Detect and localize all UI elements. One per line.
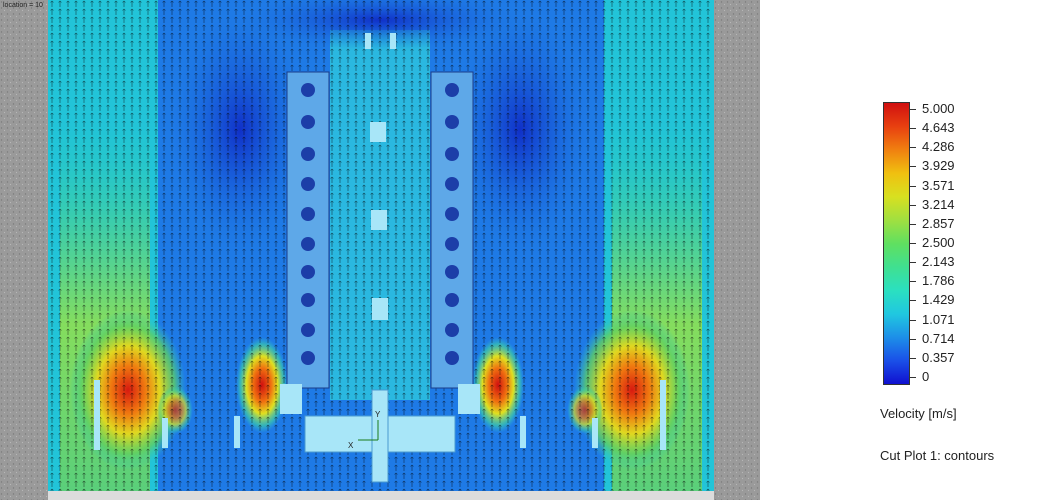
bottom-structure	[304, 389, 456, 483]
velocity-contour-field	[48, 0, 714, 492]
location-text: location = 10	[3, 2, 43, 9]
colorbar-tick-label: 0.357	[922, 349, 955, 365]
colorbar-tick-label: 3.214	[922, 196, 955, 212]
colorbar-tick-label: 3.929	[922, 158, 955, 174]
colorbar-tick-label: 2.857	[922, 215, 955, 231]
colorbar-tick-mark	[910, 262, 916, 264]
colorbar-tick-label: 1.071	[922, 311, 955, 327]
colorbar-tick-mark	[910, 185, 916, 187]
colorbar-tick-label: 2.500	[922, 235, 955, 250]
colorbar-tick-label: 1.429	[922, 292, 955, 308]
left-rack	[280, 71, 330, 414]
colorbar-tick-mark	[910, 128, 916, 130]
velocity-legend: 5.000 4.643 4.286 3.929 3.571 3.214 2.857 2.500…	[880, 100, 1050, 470]
colorbar-tick-mark	[910, 319, 916, 321]
cfd-viewport[interactable]: X Y location = 10	[0, 0, 760, 500]
left-wall	[0, 0, 48, 500]
colorbar-tick-label: 0.714	[922, 330, 955, 346]
colorbar-tick-label: 3.571	[922, 177, 955, 193]
colorbar-tick-mark	[910, 338, 916, 340]
baffles	[94, 380, 666, 450]
cut-plot-label: Cut Plot 1: contours	[880, 448, 995, 463]
colorbar-tick-mark	[910, 377, 916, 378]
colorbar-tick-label: 2.143	[922, 254, 955, 270]
axis-triad	[358, 420, 379, 441]
colorbar-tick-mark	[910, 243, 916, 244]
axis-y-label: Y	[375, 410, 381, 419]
floor	[48, 491, 714, 500]
right-rack	[430, 71, 480, 414]
colorbar-tick-mark	[910, 281, 916, 283]
colorbar-tick-mark	[910, 223, 916, 225]
axis-x-label: X	[348, 441, 354, 450]
colorbar-tick-mark	[910, 357, 916, 359]
colorbar-tick-label: 4.286	[922, 139, 955, 155]
colorbar-tick-label: 1.786	[922, 273, 955, 289]
colorbar-tick-mark	[910, 109, 916, 110]
colorbar-tick-label: 4.643	[922, 120, 955, 136]
colorbar	[883, 102, 910, 385]
colorbar-tick-mark	[910, 204, 916, 206]
colorbar-tick-mark	[910, 300, 916, 302]
colorbar-tick-mark	[910, 147, 916, 149]
central-blocks	[365, 33, 396, 320]
legend-title: Velocity [m/s]	[880, 406, 957, 421]
right-wall	[714, 0, 760, 500]
colorbar-tick-label: 5.000	[922, 101, 955, 116]
colorbar-tick-mark	[910, 166, 916, 168]
colorbar-tick-label: 0	[922, 369, 930, 384]
